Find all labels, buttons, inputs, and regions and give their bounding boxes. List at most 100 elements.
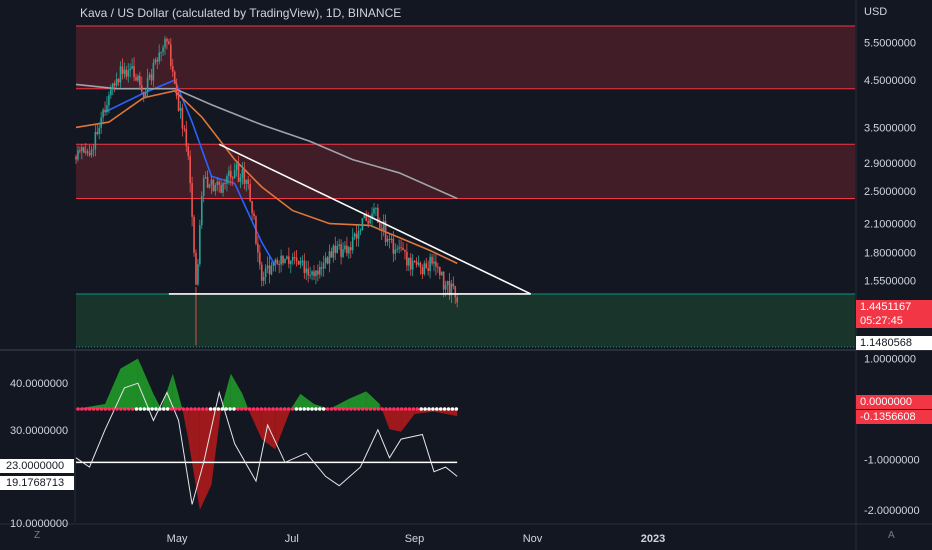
level-line-tag: 23.0000000 <box>0 459 74 473</box>
candle <box>100 117 102 128</box>
candle <box>131 66 133 69</box>
signal-dot <box>185 407 189 411</box>
signal-dot <box>275 407 279 411</box>
candle <box>322 262 325 269</box>
candle <box>170 44 172 66</box>
candle <box>336 245 339 253</box>
signal-dot <box>103 407 108 411</box>
candle <box>206 177 209 188</box>
signal-dot <box>134 407 139 411</box>
signal-dot <box>333 407 338 411</box>
candle <box>243 169 246 184</box>
candle <box>84 151 87 153</box>
moving-average-line-0 <box>104 79 276 267</box>
signal-dot <box>243 407 248 411</box>
candle <box>253 213 255 217</box>
candle <box>140 85 143 92</box>
candle <box>324 257 327 263</box>
auto-scale-button[interactable]: A <box>888 530 895 541</box>
signal-dot <box>384 407 388 411</box>
candle <box>133 66 135 78</box>
candle <box>146 77 149 92</box>
candle <box>94 132 97 149</box>
histogram-segment <box>211 409 222 485</box>
candle <box>195 252 197 285</box>
candle <box>164 38 166 48</box>
signal-dot <box>251 407 256 411</box>
candle <box>388 238 391 240</box>
moving-average-line-2 <box>75 83 458 200</box>
zoom-button[interactable]: Z <box>34 530 41 541</box>
candle <box>404 249 406 252</box>
candle <box>231 177 234 179</box>
signal-dot <box>150 407 154 411</box>
candle <box>452 283 455 287</box>
candle <box>187 146 190 156</box>
histogram-segment <box>120 358 138 409</box>
histogram-segment <box>153 393 162 409</box>
signal-dot <box>298 407 303 411</box>
candle <box>448 280 451 296</box>
candle <box>313 271 315 277</box>
signal-dot <box>212 407 217 411</box>
candle <box>396 248 399 250</box>
candle <box>431 256 433 264</box>
candle <box>342 249 344 257</box>
candle <box>359 230 362 232</box>
candle <box>289 260 292 264</box>
candle <box>260 264 263 281</box>
candle <box>349 247 352 251</box>
signal-dot <box>399 407 404 411</box>
candle <box>375 207 377 209</box>
time-tick-label: Jul <box>285 533 299 545</box>
histogram-segment <box>290 393 301 409</box>
candle <box>119 66 122 83</box>
candle <box>346 245 348 254</box>
candle <box>239 177 242 182</box>
candle <box>400 247 402 249</box>
histogram-value-tag: -0.1356608 <box>856 410 932 424</box>
signal-dot <box>142 407 147 411</box>
signal-dot <box>173 407 178 411</box>
candle <box>291 256 294 261</box>
candle <box>160 51 162 53</box>
signal-dot <box>228 407 232 411</box>
candle <box>378 222 381 228</box>
candle <box>77 150 79 160</box>
oscillator-pane <box>75 358 459 510</box>
candle <box>204 177 207 179</box>
candle <box>117 78 120 83</box>
signal-dot <box>84 407 88 411</box>
signal-dot <box>349 407 353 411</box>
candle <box>162 47 164 52</box>
signal-dot <box>255 407 260 411</box>
candle <box>212 179 215 192</box>
signal-dot <box>337 407 342 411</box>
candle <box>411 260 414 270</box>
candle <box>210 179 213 185</box>
signal-dot <box>232 407 236 411</box>
histogram-segment <box>221 373 231 409</box>
signal-dot <box>146 407 150 411</box>
signal-dot <box>154 407 158 411</box>
candle <box>288 256 290 264</box>
last-price-tag: 1.4451167 05:27:45 <box>856 300 932 328</box>
candle <box>166 38 168 42</box>
signal-dot <box>126 407 131 411</box>
oscillator-value-tag: 19.1768713 <box>0 476 74 490</box>
signal-dot <box>267 407 271 411</box>
candle <box>135 77 137 81</box>
candle <box>228 170 230 177</box>
candle <box>390 238 393 240</box>
candle <box>148 74 151 78</box>
candle <box>315 270 317 277</box>
candle <box>199 225 201 265</box>
candle <box>154 59 157 63</box>
candle <box>226 176 228 184</box>
oscillator-right-tick-label: -1.0000000 <box>864 455 920 467</box>
candle <box>369 218 371 224</box>
signal-dot <box>357 407 361 411</box>
candle <box>380 227 383 231</box>
histogram-segment <box>199 409 212 510</box>
signal-dot <box>119 407 123 411</box>
